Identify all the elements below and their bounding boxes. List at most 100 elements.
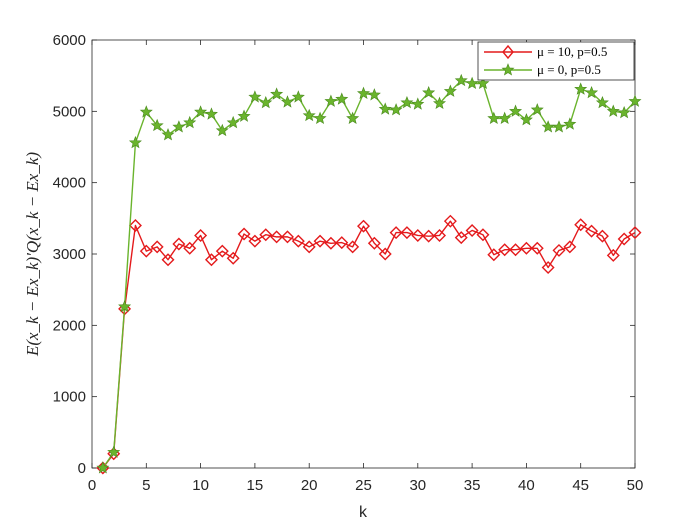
- data-point-series-2: [150, 118, 164, 132]
- data-point-series-1: [606, 248, 620, 262]
- data-point-series-1: [498, 243, 512, 257]
- data-point-series-2: [552, 120, 566, 133]
- data-point-series-1: [443, 214, 457, 228]
- data-point-series-2: [476, 76, 490, 90]
- data-point-series-1: [476, 228, 490, 242]
- data-point-series-2: [96, 461, 110, 474]
- data-point-series-2: [259, 95, 273, 109]
- data-point-series-1: [422, 229, 436, 243]
- data-point-series-1: [552, 243, 566, 257]
- data-point-series-2: [128, 135, 142, 149]
- data-point-series-2: [617, 105, 631, 119]
- data-point-series-2: [237, 109, 251, 122]
- data-point-series-1: [248, 234, 262, 248]
- data-point-series-1: [519, 241, 533, 255]
- data-point-series-1: [204, 253, 218, 267]
- axis-ticks: 0 5 10 15 20 25 30 35 40 45 50 0 1000 2000 3000 4000 500…: [53, 32, 644, 494]
- y-tick-label: 6000: [53, 32, 86, 49]
- x-tick-label: 40: [518, 477, 535, 494]
- data-point-series-2: [313, 111, 327, 124]
- data-point-series-2: [443, 84, 457, 97]
- series-layer: [96, 73, 642, 475]
- data-point-series-1: [367, 236, 381, 250]
- data-point-series-2: [161, 128, 175, 141]
- data-point-series-2: [302, 108, 316, 122]
- data-point-series-1: [302, 240, 316, 254]
- data-point-series-1: [128, 218, 142, 232]
- y-tick-label: 4000: [53, 175, 86, 192]
- data-point-series-1: [237, 227, 251, 241]
- data-point-series-1: [454, 231, 468, 245]
- data-point-series-1: [628, 226, 642, 240]
- data-point-series-1: [183, 241, 197, 255]
- y-tick-label: 5000: [53, 103, 86, 120]
- data-point-series-1: [346, 240, 360, 254]
- data-point-series-2: [226, 115, 240, 129]
- y-axis-title: E(x_k − Ex_k)′Q(x_k − Ex_k): [23, 152, 42, 357]
- data-point-series-2: [324, 94, 338, 107]
- data-point-series-2: [215, 123, 229, 137]
- x-tick-label: 25: [355, 477, 372, 494]
- data-point-series-2: [118, 299, 132, 313]
- data-point-series-1: [172, 237, 186, 251]
- x-axis-title: k: [359, 504, 368, 521]
- plot-area: [91, 39, 636, 469]
- data-point-series-2: [378, 102, 392, 115]
- data-point-series-2: [574, 82, 588, 95]
- data-point-series-2: [183, 115, 197, 129]
- data-point-series-2: [400, 95, 414, 109]
- data-point-series-1: [150, 240, 164, 254]
- data-point-series-1: [378, 247, 392, 261]
- x-tick-label: 10: [192, 477, 209, 494]
- x-tick-label: 30: [409, 477, 426, 494]
- data-point-series-2: [411, 97, 425, 110]
- data-point-series-1: [335, 236, 349, 250]
- data-point-series-1: [259, 228, 273, 242]
- x-tick-label: 5: [142, 477, 150, 494]
- data-point-series-2: [335, 92, 349, 105]
- legend-box: [477, 41, 635, 81]
- data-point-series-2: [530, 103, 544, 116]
- data-point-series-2: [270, 87, 284, 100]
- data-point-series-2: [509, 104, 523, 117]
- data-point-series-2: [606, 104, 620, 117]
- data-point-series-2: [172, 120, 186, 133]
- data-point-series-2: [139, 105, 153, 118]
- data-point-series-1: [465, 223, 479, 237]
- legend: μ = 10, p=0.5 μ = 0, p=0.5: [477, 41, 635, 81]
- legend-marker-series-1: [502, 44, 514, 60]
- data-point-series-2: [585, 85, 599, 99]
- data-point-series-1: [400, 226, 414, 240]
- legend-marker-series-2: [501, 63, 515, 76]
- data-point-series-1: [433, 228, 447, 242]
- y-tick-label: 2000: [53, 317, 86, 334]
- data-point-series-1: [291, 234, 305, 248]
- x-tick-label: 45: [572, 477, 589, 494]
- data-point-series-1: [487, 248, 501, 262]
- y-tick-label: 1000: [53, 389, 86, 406]
- data-point-series-2: [389, 103, 403, 116]
- data-point-series-1: [585, 224, 599, 238]
- data-point-series-1: [280, 230, 294, 244]
- y-tick-label: 3000: [53, 246, 86, 263]
- data-point-series-1: [226, 251, 240, 265]
- data-point-series-1: [574, 218, 588, 232]
- data-point-series-1: [313, 234, 327, 248]
- data-point-series-1: [194, 228, 208, 242]
- legend-label-series-1: μ = 10, p=0.5: [537, 44, 607, 59]
- data-point-series-2: [487, 111, 501, 124]
- x-tick-label: 15: [247, 477, 264, 494]
- data-point-series-1: [411, 228, 425, 242]
- x-tick-label: 35: [464, 477, 481, 494]
- data-point-series-2: [541, 120, 555, 133]
- data-point-series-2: [563, 117, 577, 130]
- data-point-series-1: [357, 219, 370, 233]
- data-point-series-2: [498, 111, 512, 124]
- data-point-series-1: [509, 243, 523, 257]
- data-point-series-2: [248, 90, 262, 103]
- data-point-series-1: [563, 240, 577, 254]
- data-point-series-1: [617, 232, 631, 246]
- data-point-series-2: [346, 111, 360, 124]
- data-point-series-2: [107, 445, 121, 458]
